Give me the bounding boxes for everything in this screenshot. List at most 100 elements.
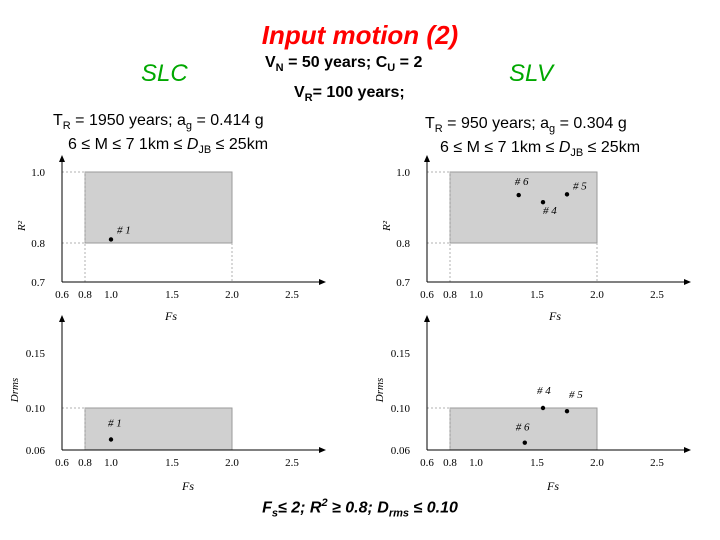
slv-r2-point-label: # 5 [573,180,587,192]
slv-drms-x-axis-arrow [684,447,691,453]
djb-subscript: JB [198,144,212,157]
slc-label: SLC [141,60,188,87]
vr-line: VR= 100 years; [294,84,405,104]
slv-r2-x-tick-label: 2.5 [650,289,664,301]
slv-r2-y-axis-arrow [424,155,430,162]
slv-r2-y-tick-label: 0.8 [396,238,410,250]
slc-r2-x-tick-label: 0.6 [55,289,69,301]
criteria-footer: Fs≤ 2; R2 ≥ 0.8; Drms ≤ 0.10 [0,497,720,520]
slv-drms-point-label: # 4 [537,385,551,397]
mag-dist-text: 6 ≤ M ≤ 7 1km ≤ [68,136,187,153]
r2-superscript: 2 [321,497,328,509]
slv-drms-x-tick-label: 2.0 [590,457,604,469]
slc-drms-point-label: # 1 [108,418,122,430]
slc-r2-acceptance-region [84,171,233,244]
slv-drms-y-tick-label: 0.06 [391,445,411,457]
djb-limit: ≤ 25km [211,136,269,153]
tr-ag-text: = 1950 years; a [70,112,186,129]
slv-drms-x-tick-label: 1.5 [530,457,544,469]
slv-drms-y-tick-label: 0.15 [391,348,411,360]
slv-drms-data-point [540,405,546,411]
slv-r2-x-tick-label: 2.0 [590,289,604,301]
slv-condition-line2: 6 ≤ M ≤ 7 1km ≤ DJB ≤ 25km [440,139,640,159]
tr-symbol: T [53,112,63,129]
slv-drms-x-tick-label: 2.5 [650,457,664,469]
slv-drms-point-label: # 5 [569,389,583,401]
slc-r2-x-tick-label: 2.5 [285,289,299,301]
vn-text: = 50 years; C [283,54,388,71]
slv-r2-y-axis-label: R² [381,220,393,232]
slc-r2-point-label: # 1 [117,224,131,236]
slc-r2-x-axis-label: Fs [164,309,177,323]
tr-ag-text: = 950 years; a [442,115,550,132]
slv-condition-line1: TR = 950 years; ag = 0.304 g [425,115,627,135]
slc-drms-y-tick-label: 0.10 [26,403,46,415]
slv-r2-x-tick-label: 1.5 [530,289,544,301]
slc-r2-x-tick-label: 1.0 [104,289,118,301]
slc-drms-y-tick-label: 0.06 [26,445,46,457]
slv-drms-x-axis-label: Fs [546,479,559,493]
slv-r2-point-label: # 4 [543,205,557,217]
slv-r2-acceptance-region [449,171,598,244]
slc-r2-y-axis-label: R² [16,220,28,232]
slv-drms-x-tick-label: 0.6 [420,457,434,469]
slv-r2-data-point [540,199,546,205]
cu-subscript: U [387,62,396,75]
criteria-text-1: ≤ 2; R [278,499,322,517]
criteria-text-3: ≤ 0.10 [409,499,458,517]
slv-r2-x-tick-label: 0.8 [443,289,457,301]
drms-subscript: rms [388,507,410,520]
ag-subscript: g [549,123,556,136]
fs-subscript: s [271,507,279,520]
slv-drms-point-label: # 6 [516,422,530,434]
slv-drms-y-tick-label: 0.10 [391,403,411,415]
slc-r2-y-tick-label: 1.0 [31,167,45,179]
djb-limit: ≤ 25km [583,139,641,156]
slv-r2-point-label: # 6 [515,176,529,188]
slc-r2-y-axis-arrow [59,155,65,162]
vn-symbol: V [265,54,276,71]
slc-drms-y-axis-label: Drms [9,378,21,403]
ag-subscript: g [185,120,193,133]
slv-r2-data-point [516,192,521,198]
tr-subscript: R [434,123,443,136]
page-title: Input motion (2) [261,20,459,50]
slv-r2-x-tick-label: 0.6 [420,289,434,301]
slv-drms-x-tick-label: 0.8 [443,457,457,469]
slv-r2-y-tick-label: 0.7 [396,277,410,289]
tr-subscript: R [62,120,71,133]
slc-drms-acceptance-region [84,407,233,451]
slv-r2-x-tick-label: 1.0 [469,289,483,301]
slv-label: SLV [509,60,554,87]
slc-r2-x-axis-arrow [319,279,326,285]
slv-drms-data-point [522,440,527,445]
slc-drms-data-point [108,437,114,442]
slv-drms-y-axis-arrow [424,315,430,322]
slv-r2-x-axis-label: Fs [548,309,561,323]
cu-value: = 2 [395,54,423,71]
ag-value: = 0.304 g [555,115,627,132]
djb-symbol: D [186,136,199,153]
slv-r2-x-axis-arrow [684,279,691,285]
slc-r2-y-tick-label: 0.7 [31,277,45,289]
slc-r2-x-tick-label: 2.0 [225,289,239,301]
slc-r2-data-point [108,237,114,242]
fs-symbol: F [262,499,272,517]
vn-subscript: N [275,62,284,75]
vr-value: = 100 years; [312,84,405,101]
slc-drms-x-tick-label: 1.5 [165,457,179,469]
vn-cu-line: VN = 50 years; CU = 2 [265,54,422,74]
tr-symbol: T [425,115,435,132]
slc-condition-line2: 6 ≤ M ≤ 7 1km ≤ DJB ≤ 25km [68,136,268,156]
slc-condition-line1: TR = 1950 years; ag = 0.414 g [53,112,264,132]
criteria-text-2: ≥ 0.8; D [327,499,389,517]
slc-drms-x-axis-arrow [319,447,326,453]
djb-symbol: D [558,139,571,156]
slc-drms-y-axis-arrow [59,315,65,322]
slc-r2-x-tick-label: 1.5 [165,289,179,301]
slv-drms-x-tick-label: 1.0 [469,457,483,469]
slc-r2-y-tick-label: 0.8 [31,238,45,250]
slc-drms-x-axis-label: Fs [181,479,194,493]
slv-drms-y-axis-label: Drms [374,378,386,403]
